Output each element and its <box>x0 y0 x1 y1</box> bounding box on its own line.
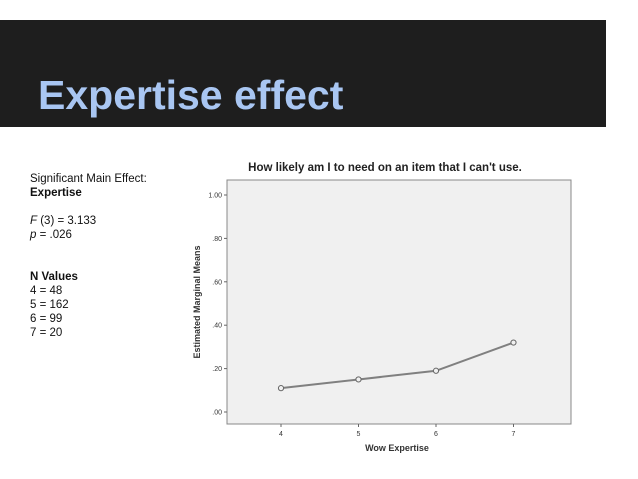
x-axis: 4 5 6 7 <box>279 424 516 438</box>
p-value-line: p = .026 <box>30 228 200 242</box>
main-effect-label: Significant Main Effect: <box>30 173 147 185</box>
data-point <box>432 367 440 374</box>
x-tick-label: 6 <box>434 431 438 438</box>
plot-area <box>226 179 572 425</box>
header-band <box>0 20 606 127</box>
data-point <box>355 376 362 383</box>
f-value: (3) = 3.133 <box>37 215 97 227</box>
p-symbol: p <box>30 229 37 241</box>
n-value-4: 4 = 48 <box>30 285 63 297</box>
y-tick-label: 1.00 <box>208 193 222 200</box>
n-value-6: 6 = 99 <box>30 313 63 325</box>
n-value-5: 5 = 162 <box>30 299 69 311</box>
x-tick-label: 4 <box>279 431 283 438</box>
y-tick-label: .00 <box>212 410 222 417</box>
series-line <box>277 339 517 392</box>
data-point <box>277 385 285 392</box>
y-axis-label: Estimated Marginal Means <box>192 245 202 358</box>
p-value: = .026 <box>36 229 72 241</box>
data-point <box>510 339 517 346</box>
y-tick-label: .60 <box>212 279 222 286</box>
slide-title: Expertise effect <box>38 72 344 118</box>
x-tick-label: 7 <box>512 431 516 438</box>
y-axis: .00 .20 .40 .60 .80 1.00 <box>208 193 227 417</box>
x-axis-label: Wow Expertise <box>365 443 429 453</box>
f-statistic: F (3) = 3.133 <box>30 214 200 228</box>
main-effect-factor: Expertise <box>30 187 82 199</box>
n-values-heading: N Values <box>30 271 78 283</box>
y-tick-label: .80 <box>212 236 222 243</box>
series-path <box>280 341 514 390</box>
x-tick-label: 5 <box>357 431 361 438</box>
stats-panel: Significant Main Effect: Expertise F (3)… <box>30 172 200 340</box>
n-value-7: 7 = 20 <box>30 327 63 339</box>
chart-title: How likely am I to need on an item that … <box>248 162 522 174</box>
f-symbol: F <box>30 215 38 227</box>
y-tick-label: .20 <box>212 366 222 373</box>
y-tick-label: .40 <box>212 323 222 330</box>
